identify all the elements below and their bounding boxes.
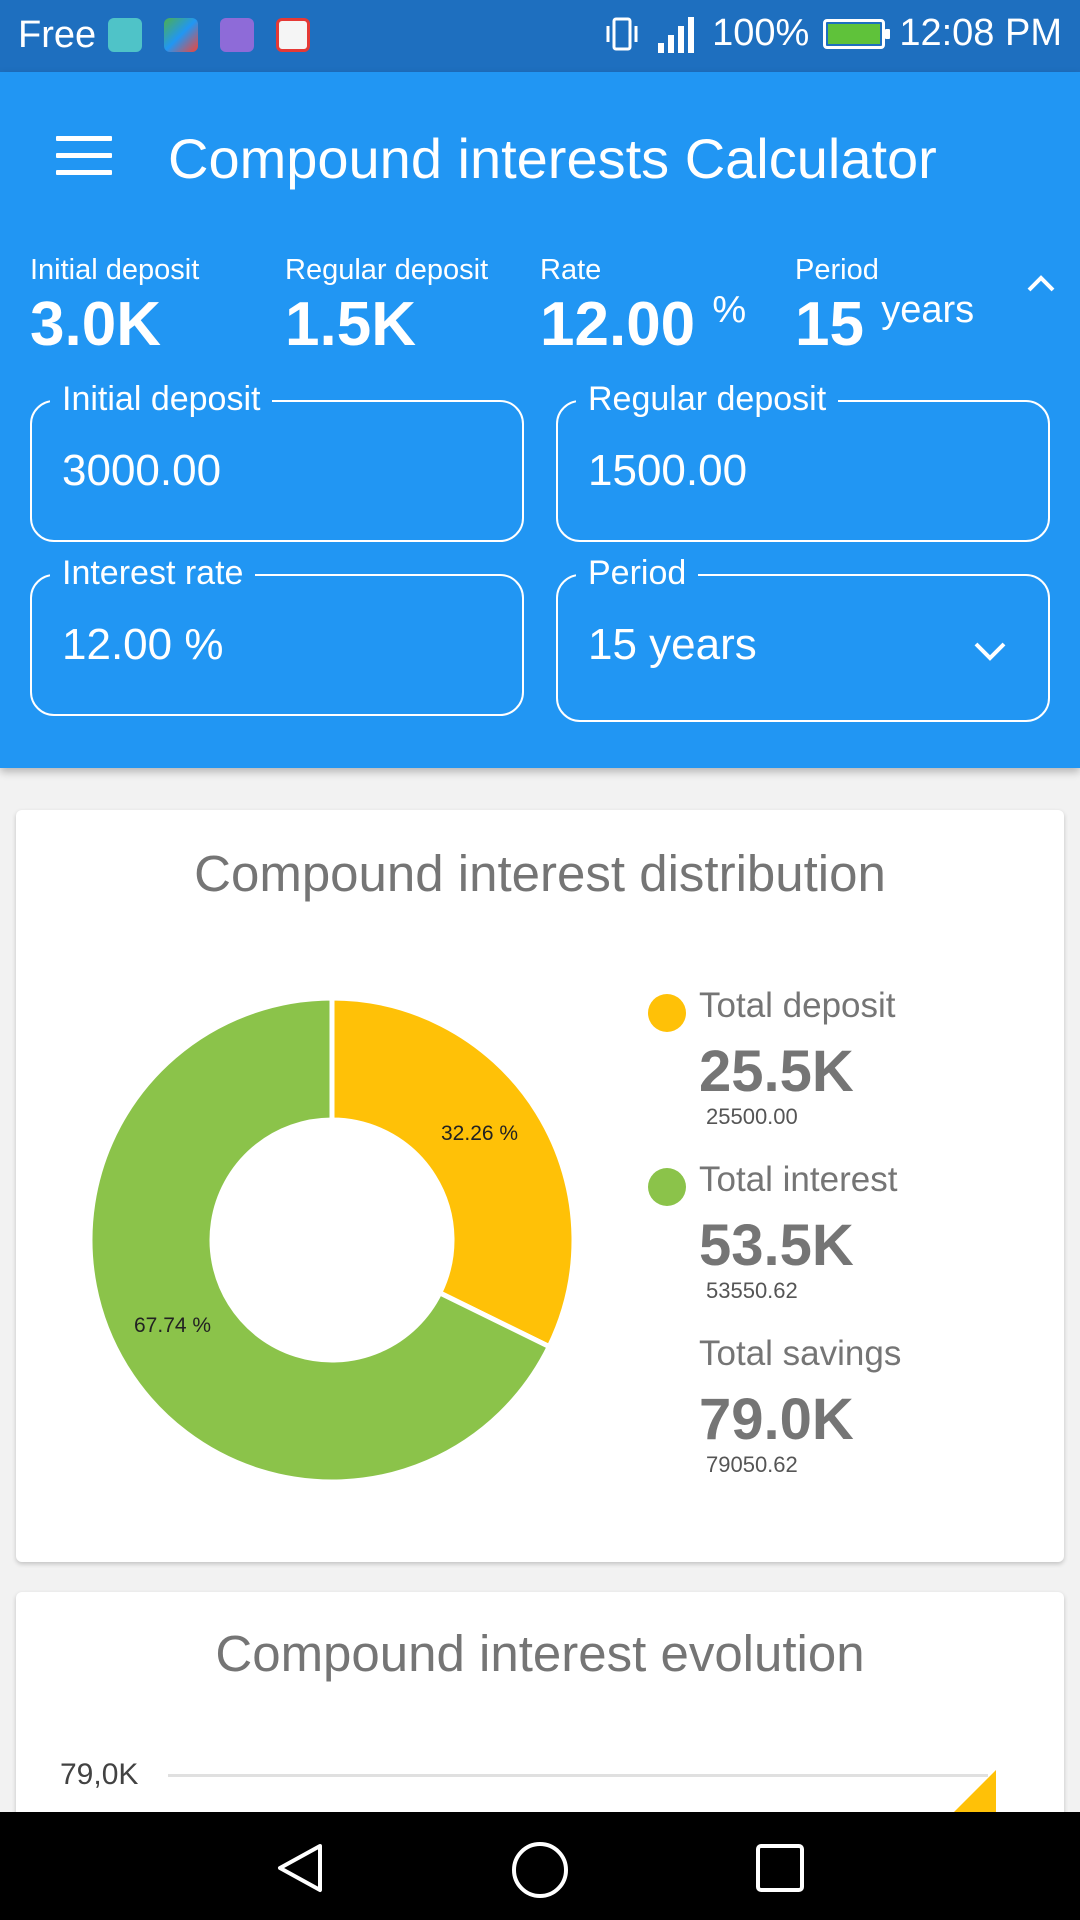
interest-rate-label: Interest rate [50,554,256,593]
gallery-icon [220,18,254,52]
period-select[interactable]: Period 15 years [556,554,1050,722]
legend-interest-label: Total interest [699,1160,898,1199]
summary-initial-label: Initial deposit [30,254,200,286]
evolution-title: Compound interest evolution [215,1625,865,1682]
calculator-header: Compound interests Calculator Initial de… [0,72,1080,768]
summary-rate-unit: % [712,289,747,331]
recents-icon[interactable] [754,1842,806,1894]
total-savings-label: Total savings [699,1334,902,1373]
status-bar: Free 100% 12:08 PM [0,0,1080,72]
collapse-chevron-icon[interactable] [1026,268,1056,298]
evolution-y-tick: 79,0K [60,1758,139,1791]
summary-rate: Rate 12.00 % [540,254,746,360]
summary-rate-value: 12.00 [540,290,696,359]
distribution-title: Compound interest distribution [194,845,886,902]
distribution-card: Compound interest distribution 32.26 % 6… [16,810,1064,1562]
summary-period-label: Period [795,254,879,286]
notification-icons [108,18,310,52]
distribution-donut-chart [87,995,577,1485]
home-icon[interactable] [510,1840,570,1900]
period-value: 15 years [588,620,757,669]
gmail-icon [276,18,310,52]
app-title: Compound interests Calculator [168,127,937,190]
legend-deposit-label: Total deposit [699,986,896,1025]
clock: 12:08 PM [899,12,1062,54]
legend-deposit-short: 25.5K [699,1039,854,1104]
evolution-gridline [168,1774,988,1777]
battery-percent: 100% [712,12,810,54]
legend-interest-short: 53.5K [699,1213,854,1278]
interest-rate-field[interactable]: Interest rate 12.00 % [30,554,524,716]
period-label: Period [576,554,699,593]
summary-regular: Regular deposit 1.5K [285,254,488,360]
status-right: 100% 12:08 PM [602,12,1062,55]
regular-deposit-input[interactable]: 1500.00 [588,446,748,495]
android-icon [108,18,142,52]
summary-initial-value: 3.0K [30,290,161,359]
legend-deposit-full: 25500.00 [706,1104,798,1129]
summary-rate-label: Rate [540,254,602,286]
battery-icon [823,18,891,49]
play-store-icon [164,18,198,52]
regular-deposit-label: Regular deposit [576,380,839,419]
summary-period-value: 15 [795,290,864,359]
summary-period: Period 15 years [795,254,974,360]
carrier-label: Free [18,14,97,56]
donut-slice-deposit [329,995,577,1350]
summary-regular-value: 1.5K [285,290,416,359]
slice-label-interest: 67.74 % [134,1314,212,1337]
summary-regular-label: Regular deposit [285,254,489,286]
total-savings-short: 79.0K [699,1387,854,1452]
signal-icon [658,16,695,53]
summary-period-unit: years [881,289,975,331]
legend-dot-interest [648,1168,686,1206]
back-icon[interactable] [272,1840,328,1896]
summary-initial: Initial deposit 3.0K [30,254,199,360]
vibrate-icon [606,17,638,50]
legend-dot-deposit [648,994,686,1032]
slice-label-deposit: 32.26 % [441,1122,519,1145]
initial-deposit-field[interactable]: Initial deposit 3000.00 [30,380,524,542]
navigation-bar [0,1812,1080,1920]
menu-icon[interactable] [56,136,112,176]
initial-deposit-label: Initial deposit [50,380,273,419]
interest-rate-input[interactable]: 12.00 % [62,620,224,669]
chevron-down-icon [974,642,1006,661]
regular-deposit-field[interactable]: Regular deposit 1500.00 [556,380,1050,542]
initial-deposit-input[interactable]: 3000.00 [62,446,222,495]
total-savings-full: 79050.62 [706,1452,798,1477]
legend-interest-full: 53550.62 [706,1278,798,1303]
donut-slice-interest [87,995,553,1485]
